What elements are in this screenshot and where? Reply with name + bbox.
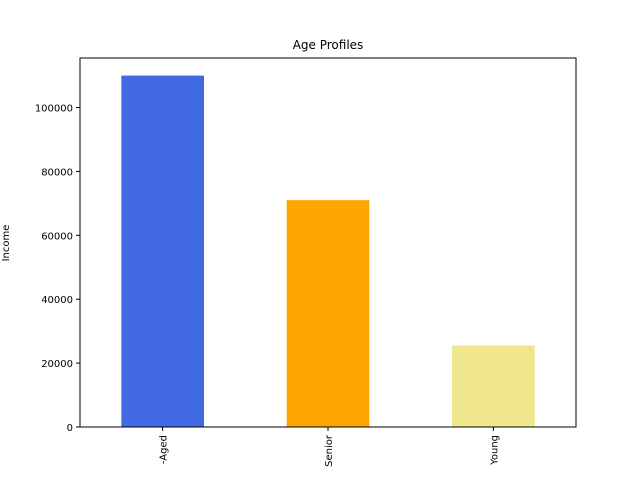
chart-title: Age Profiles — [293, 38, 364, 52]
x-tick-label: Young — [489, 435, 500, 466]
y-axis: 0 20000 40000 60000 80000 100000 — [35, 104, 80, 434]
y-tick-label: 80000 — [41, 167, 73, 178]
y-tick-label: 20000 — [41, 359, 73, 370]
y-tick-label: 40000 — [41, 295, 73, 306]
bar-young — [452, 345, 535, 427]
y-tick-label: 100000 — [35, 104, 73, 115]
x-tick-label: -Aged — [159, 435, 170, 464]
x-tick-label: Senior — [324, 434, 335, 467]
bar-senior — [286, 200, 370, 427]
y-tick-label: 60000 — [41, 231, 73, 242]
y-tick-label: 0 — [67, 423, 73, 434]
y-axis-label: Income — [1, 225, 12, 262]
plot-frame — [79, 57, 577, 428]
x-axis: -Aged Senior Young — [159, 427, 500, 467]
bars-group — [121, 75, 535, 428]
bar-aged — [121, 75, 204, 428]
